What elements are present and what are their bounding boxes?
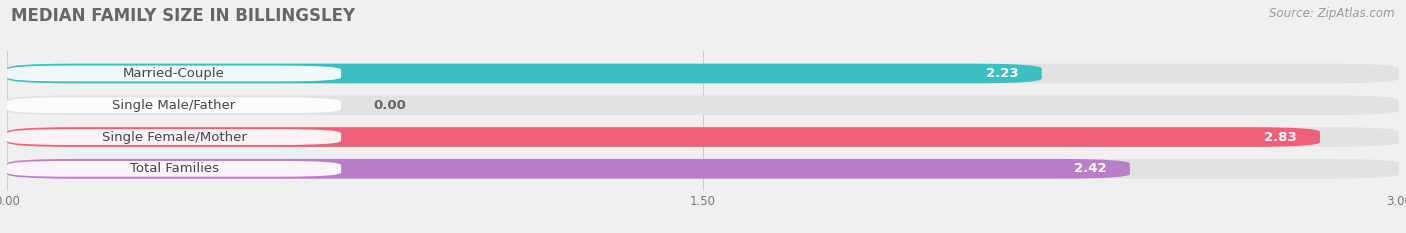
Text: 2.23: 2.23 <box>986 67 1018 80</box>
FancyBboxPatch shape <box>7 97 342 113</box>
Text: 0.00: 0.00 <box>374 99 406 112</box>
FancyBboxPatch shape <box>7 127 1320 147</box>
FancyBboxPatch shape <box>7 64 1399 83</box>
FancyBboxPatch shape <box>7 127 1399 147</box>
Text: Single Male/Father: Single Male/Father <box>112 99 236 112</box>
FancyBboxPatch shape <box>7 129 342 145</box>
FancyBboxPatch shape <box>7 159 1130 179</box>
Text: Single Female/Mother: Single Female/Mother <box>101 130 246 144</box>
FancyBboxPatch shape <box>7 66 342 81</box>
FancyBboxPatch shape <box>7 159 1399 179</box>
Text: 2.42: 2.42 <box>1074 162 1107 175</box>
Text: MEDIAN FAMILY SIZE IN BILLINGSLEY: MEDIAN FAMILY SIZE IN BILLINGSLEY <box>11 7 356 25</box>
FancyBboxPatch shape <box>7 64 1042 83</box>
Text: Married-Couple: Married-Couple <box>124 67 225 80</box>
Text: Total Families: Total Families <box>129 162 218 175</box>
Text: 2.83: 2.83 <box>1264 130 1296 144</box>
FancyBboxPatch shape <box>7 96 1399 115</box>
Text: Source: ZipAtlas.com: Source: ZipAtlas.com <box>1270 7 1395 20</box>
FancyBboxPatch shape <box>7 161 342 177</box>
